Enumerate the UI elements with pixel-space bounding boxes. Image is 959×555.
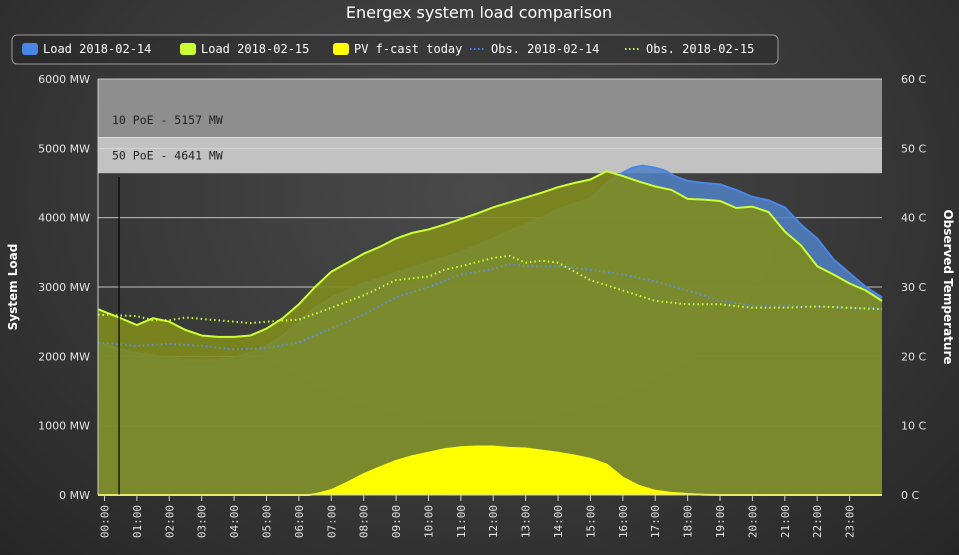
x-tick-label: 13:00 [520,505,533,538]
x-tick-label: 17:00 [649,505,662,538]
y-right-axis-title: Observed Temperature [941,209,955,364]
y-right-tick-label: 10 C [901,420,926,433]
y-left-tick-label: 4000 MW [38,212,90,225]
x-tick-label: 01:00 [131,505,144,538]
x-tick-label: 10:00 [422,505,435,538]
legend-symbol-2 [333,43,349,55]
legend-item-4: Obs. 2018-02-15 [646,42,754,56]
y-left-tick-label: 6000 MW [38,73,90,86]
x-tick-label: 08:00 [358,505,371,538]
x-tick-label: 20:00 [746,505,759,538]
y-left-tick-label: 3000 MW [38,281,90,294]
series-line-2 [98,445,882,496]
y-right-tick-label: 0 C [901,489,919,502]
y-left-tick-label: 5000 MW [38,142,90,155]
series-line-1 [97,170,883,338]
legend-item-1: Load 2018-02-15 [201,42,309,56]
x-tick-label: 14:00 [552,505,565,538]
x-tick-label: 11:00 [455,505,468,538]
x-tick-label: 00:00 [98,505,111,538]
legend-symbol-1 [180,43,196,55]
x-tick-label: 12:00 [487,505,500,538]
y-left-tick-label: 1000 MW [38,420,90,433]
temperature-line-1 [97,254,883,325]
x-tick-label: 21:00 [779,505,792,538]
legend-symbol-0 [22,43,38,55]
plot-band-label-0: 10 PoE - 5157 MW [112,113,223,127]
y-left-axis-title: System Load [6,244,20,331]
legend: Load 2018-02-14 Load 2018-02-15 PV f-cast … [11,34,779,65]
x-tick-label: 19:00 [714,505,727,538]
x-tick-label: 03:00 [196,505,209,538]
x-tick-label: 09:00 [390,505,403,538]
legend-box [11,34,779,65]
series-area-2 [98,446,882,495]
x-tick-label: 16:00 [617,505,630,538]
x-tick-label: 02:00 [163,505,176,538]
y-right-tick-label: 50 C [901,142,926,155]
y-left-tick-label: 2000 MW [38,350,90,363]
y-left-tick-label: 0 MW [59,489,90,502]
plot-band-label-1: 50 PoE - 4641 MW [112,148,223,162]
x-tick-label: 04:00 [228,505,241,538]
x-tick-label: 15:00 [584,505,597,538]
y-right-tick-label: 30 C [901,281,926,294]
plot-band-0 [98,79,882,138]
chart-title: Energex system load comparison [346,3,612,22]
legend-item-2: PV f-cast today [354,42,462,56]
legend-item-3: Obs. 2018-02-14 [491,42,599,56]
x-tick-label: 23:00 [844,505,857,538]
y-right-tick-label: 20 C [901,350,926,363]
x-tick-label: 22:00 [811,505,824,538]
y-right-tick-label: 60 C [901,73,926,86]
x-tick-label: 06:00 [293,505,306,538]
temperature-line-0 [97,263,883,351]
series-area-1 [98,171,882,495]
legend-item-0: Load 2018-02-14 [43,42,151,56]
x-tick-label: 18:00 [682,505,695,538]
x-tick-label: 05:00 [260,505,273,538]
plot-band-1 [98,137,882,174]
y-right-tick-label: 40 C [901,212,926,225]
x-tick-label: 07:00 [325,505,338,538]
